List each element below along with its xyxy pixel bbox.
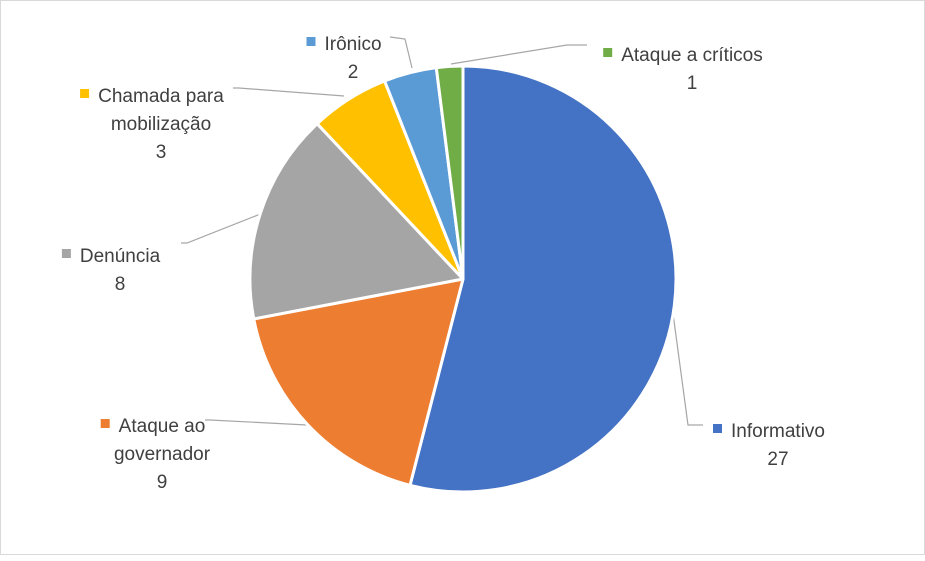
leader-line-ataque-a-criticos [450, 44, 587, 65]
category-label-chamada-para-mobilizacao: mobilização [111, 114, 211, 135]
value-label-ironico: 2 [348, 62, 359, 83]
legend-key-informativo [713, 424, 722, 433]
pie-slice-denuncia [248, 122, 465, 321]
pie-slices [248, 64, 678, 494]
category-label-informativo: Informativo [731, 421, 825, 442]
pie-slice-informativo [408, 64, 678, 494]
data-label-ataque-a-criticos: Ataque a críticos 1 [603, 45, 763, 94]
legend-key-chamada-para-mobilizacao [80, 89, 90, 98]
category-label-ataque-ao-governador: Ataque ao [119, 416, 206, 437]
category-label-denuncia: Denúncia [80, 246, 161, 267]
category-label-chamada-para-mobilizacao: Chamada para [98, 86, 224, 107]
leader-line-denuncia [181, 212, 264, 244]
legend-key-ataque-ao-governador [100, 419, 110, 428]
legend-key-ironico [306, 37, 316, 46]
data-label-informativo: Informativo 27 [713, 421, 825, 470]
value-label-ataque-ao-governador: 9 [157, 472, 168, 493]
legend-key-denuncia [61, 249, 71, 258]
data-label-chamada-para-mobilizacao: Chamada para mobilização 3 [80, 86, 224, 163]
leader-lines [181, 36, 703, 426]
value-label-denuncia: 8 [115, 274, 126, 295]
leader-line-ironico [389, 36, 413, 69]
category-label-ironico: Irônico [324, 34, 381, 55]
category-label-ataque-a-criticos: Ataque a críticos [621, 45, 763, 66]
leader-line-ataque-ao-governador [205, 419, 308, 426]
data-label-denuncia: Denúncia 8 [61, 246, 161, 295]
leader-line-chamada-para-mobilizacao [233, 87, 345, 97]
data-label-ataque-ao-governador: Ataque ao governador 9 [100, 416, 211, 493]
category-label-ataque-ao-governador: governador [114, 444, 211, 465]
data-label-ironico: Irônico 2 [306, 34, 382, 83]
leader-line-informativo [671, 305, 703, 426]
pie-slice-ataque-ao-governador [252, 277, 465, 487]
data-labels: Informativo 27 Ataque ao governador 9 Denúnci… [61, 34, 825, 493]
pie-slice-ataque-a-criticos [434, 64, 465, 281]
value-label-informativo: 27 [767, 449, 788, 470]
value-label-ataque-a-criticos: 1 [687, 73, 698, 94]
value-label-chamada-para-mobilizacao: 3 [156, 142, 167, 163]
legend-key-ataque-a-criticos [603, 48, 613, 57]
